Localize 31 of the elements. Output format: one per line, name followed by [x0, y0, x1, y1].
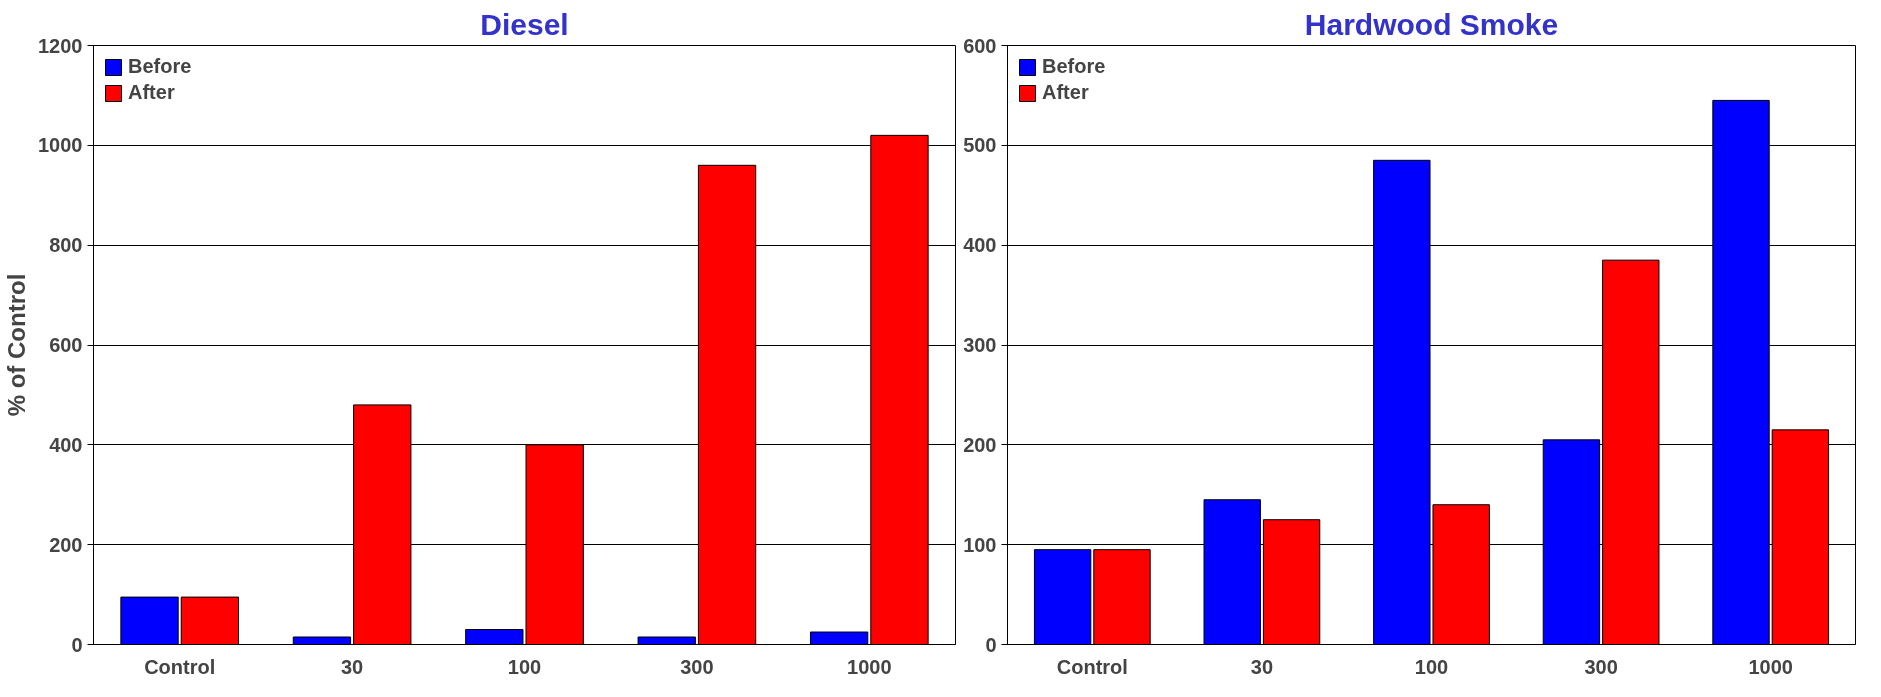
y-axis-title: % of Control: [3, 273, 31, 417]
x-tick-label: 100: [1414, 655, 1449, 678]
legend-label: Before: [1042, 55, 1106, 78]
x-tick-label: 100: [507, 655, 542, 678]
x-tick-label: 1000: [847, 655, 892, 678]
chart-title: Diesel: [480, 7, 569, 41]
y-tick-label: 0: [985, 633, 997, 656]
y-tick-label: 200: [49, 533, 83, 556]
y-tick-label: 600: [963, 34, 997, 57]
y-tick-label: 0: [71, 633, 83, 656]
legend-label: After: [1042, 81, 1089, 104]
y-tick-label: 400: [49, 433, 83, 456]
y-tick-label: 300: [963, 334, 997, 356]
x-tick-label: 30: [1250, 655, 1274, 678]
y-tick-label: 200: [963, 433, 997, 456]
y-tick-label: 800: [49, 234, 83, 257]
x-tick-label: Control: [1056, 655, 1128, 678]
y-tick-label: 600: [49, 334, 83, 356]
legend-label: Before: [128, 55, 192, 78]
y-tick-label: 400: [963, 234, 997, 257]
y-tick-label: 1200: [38, 34, 83, 57]
y-tick-label: 500: [963, 134, 997, 157]
y-tick-label: 100: [963, 533, 997, 556]
x-tick-label: Control: [144, 655, 216, 678]
chart-title: Hardwood Smoke: [1304, 7, 1559, 41]
y-tick-label: 1000: [38, 134, 83, 157]
x-tick-label: 30: [340, 655, 364, 678]
x-tick-label: 300: [680, 655, 714, 678]
x-tick-label: 1000: [1748, 655, 1793, 678]
x-tick-label: 300: [1584, 655, 1618, 678]
legend-label: After: [128, 81, 175, 104]
